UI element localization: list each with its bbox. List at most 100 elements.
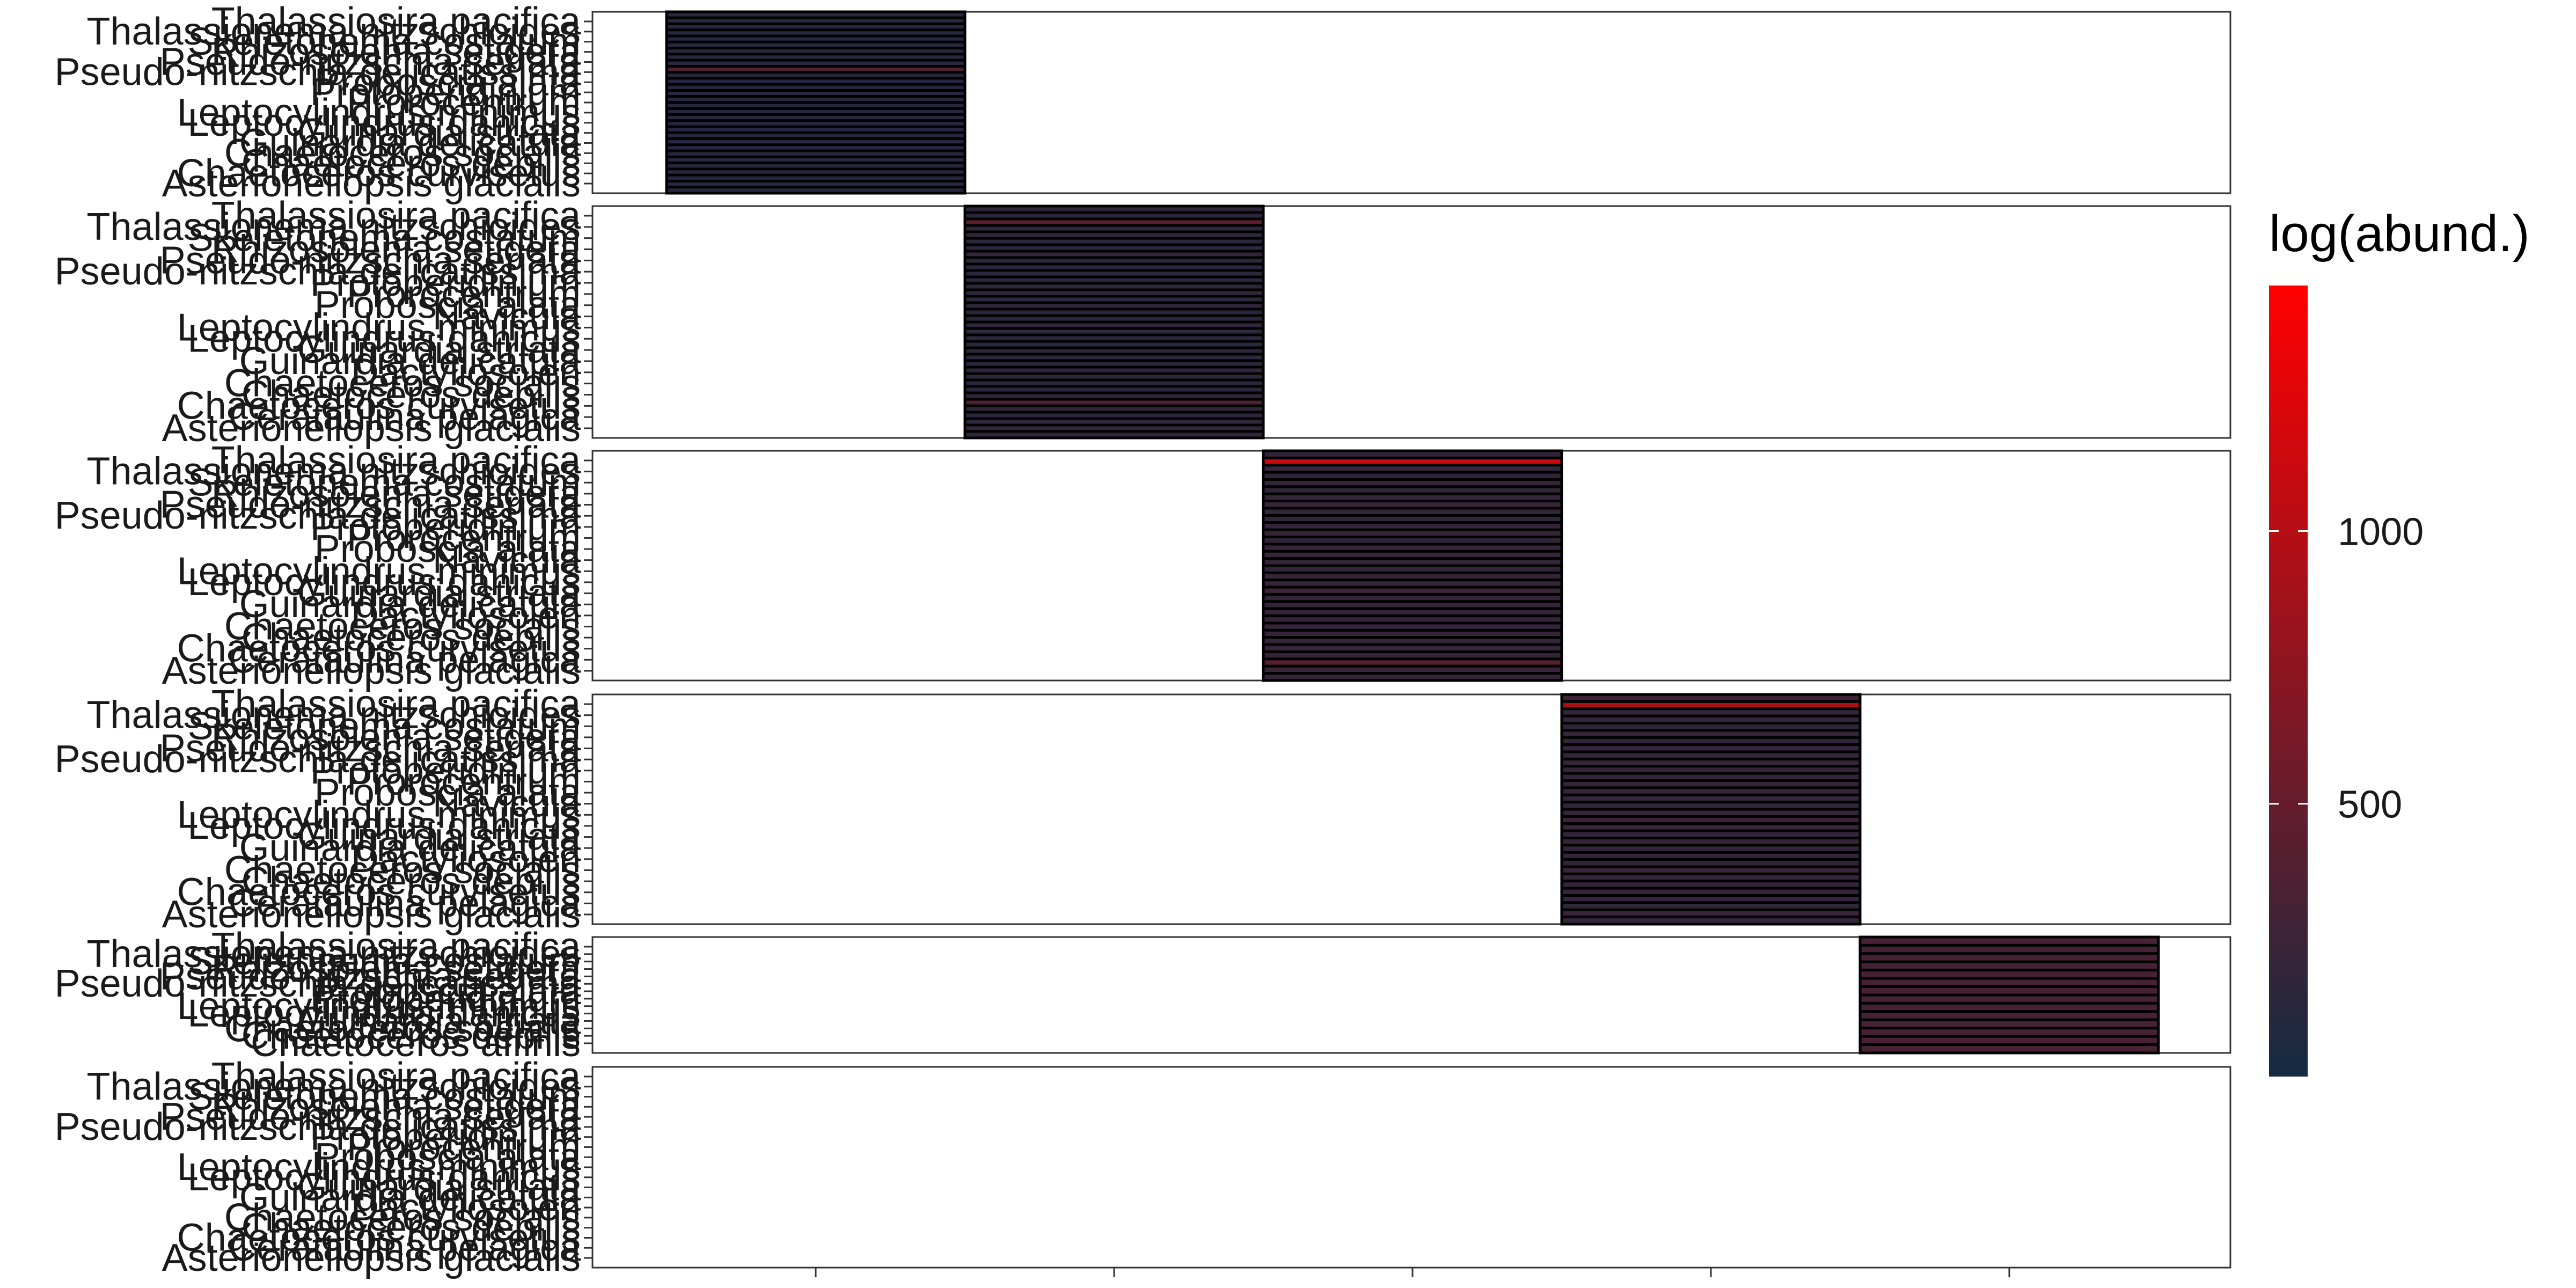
y-tick-label: Prorocentrum xyxy=(347,273,581,316)
y-tick-label: Chaetoceros debilis xyxy=(241,1206,581,1249)
heatmap-cell xyxy=(665,186,967,195)
y-tick-label: Navicula xyxy=(433,539,581,582)
panel-border xyxy=(591,205,2231,439)
y-tick-label: Chaetoceros debilis xyxy=(241,142,581,185)
color-legend: log(abund.) 500 1000 xyxy=(2269,205,2530,1077)
y-tick-label: Dactyliosolen xyxy=(351,351,581,394)
y-tick-label: Pseudo-nitzschia delicatissima xyxy=(55,962,581,1005)
y-tick-label: Protoperidinium xyxy=(310,749,581,792)
y-tick-label: Thalassionema nitzschioides xyxy=(87,694,581,737)
y-tick-label: Guinardia delicatula xyxy=(239,1176,581,1219)
y-tick-label: Leptocylindrus danicus xyxy=(188,992,581,1035)
y-tick-label: Chaetoceros socialis xyxy=(224,605,581,648)
y-tick-label: Pseudo-nitzschia seriata xyxy=(160,41,581,84)
legend-title: log(abund.) xyxy=(2269,205,2530,262)
y-tick-label: Skeletonema costatum xyxy=(188,20,581,63)
heatmap-cell xyxy=(1560,916,1862,926)
y-tick-label: Pseudo-nitzschia delicatissima xyxy=(55,738,581,781)
y-tick-label: Protoperidinium xyxy=(310,261,581,304)
y-tick-label: Cerataulina pelagica xyxy=(229,1226,581,1269)
panel-border xyxy=(591,693,2231,925)
y-tick-label: Skeletonema costatum xyxy=(188,217,581,260)
y-tick-label: Leptocylindrus minimus xyxy=(177,306,581,349)
y-tick-label: Pseudo-nitzschia seriata xyxy=(160,727,581,770)
y-tick-label: Chaetoceros socialis xyxy=(224,131,581,174)
y-tick-label: Skeletonema costatum xyxy=(188,1075,581,1118)
y-tick-label: Pseudo-nitzschia seriata xyxy=(160,1095,581,1138)
y-tick-label: Prorocentrum xyxy=(347,81,581,124)
y-tick-label: Guinardia delicatula xyxy=(239,583,581,626)
y-tick-label: Guinardia striata xyxy=(297,816,581,859)
y-tick-label: Cerataulina pelagica xyxy=(229,882,581,925)
y-tick-label: Thalassiosira pacifica xyxy=(211,683,581,726)
y-tick-label: Proboscia alata xyxy=(314,1136,581,1179)
y-tick-label: Pseudo-nitzschia delicatissima xyxy=(55,50,581,93)
y-tick-label: Proboscia alata xyxy=(314,528,581,570)
y-tick-label: Chaetoceros curvisetus xyxy=(177,627,581,670)
y-tick-label: Rhizosolenia setigera xyxy=(211,472,581,515)
y-tick-label: Asterionellopsis glacialis xyxy=(162,649,581,692)
y-tick-label: Pseudo-nitzschia seriata xyxy=(160,484,581,526)
y-tick-label: Chaetoceros debilis xyxy=(241,860,581,903)
y-tick-label: Thalassionema nitzschioides xyxy=(87,450,581,493)
heatmap-cell xyxy=(1858,1043,2160,1055)
y-tick-label: Guinardia delicatula xyxy=(239,122,581,165)
y-tick-label: Guinardia striata xyxy=(297,328,581,371)
y-tick-label: Rhizosolenia setigera xyxy=(211,31,581,74)
y-tick-label: Thalassiosira pacifica xyxy=(211,925,581,968)
y-tick-label: Leptocylindrus minimus xyxy=(177,550,581,592)
y-tick-label: Pseudo-nitzschia delicatissima xyxy=(55,250,581,293)
y-tick-label: Leptocylindrus danicus xyxy=(188,561,581,604)
y-tick-label: Guinardia delicatula xyxy=(239,826,581,869)
x-axis xyxy=(815,1268,2010,1277)
y-tick-label: Leptocylindrus minimus xyxy=(177,793,581,836)
y-tick-label: Chaetoceros affinis xyxy=(251,1022,581,1065)
y-tick-label: Protoperidinium xyxy=(310,71,581,114)
y-tick-label: Chaetoceros socialis xyxy=(224,1196,581,1239)
y-tick-label: Chaetoceros debilis xyxy=(241,1014,581,1057)
y-tick-label: Leptocylindrus minimus xyxy=(177,91,581,134)
y-tick-label: Dactyliosolen xyxy=(351,1186,581,1229)
y-tick-label: Guinardia striata xyxy=(297,572,581,615)
y-tick-label: Pseudo-nitzschia seriata xyxy=(160,955,581,998)
y-tick-label: Rhizosolenia setigera xyxy=(211,228,581,271)
y-tick-label: Chaetoceros curvisetus xyxy=(177,1216,581,1259)
y-tick-label: Skeletonema costatum xyxy=(188,461,581,504)
y-tick-label: Rhizosolenia setigera xyxy=(211,948,581,991)
y-tick-label: Leptocylindrus minimus xyxy=(177,985,581,1028)
y-tick-label: Chaetoceros curvisetus xyxy=(177,871,581,914)
y-tick-label: Proboscia alata xyxy=(314,970,581,1013)
y-tick-label: Leptocylindrus danicus xyxy=(188,101,581,144)
y-tick-label: Thalassionema nitzschioides xyxy=(87,10,581,53)
y-tick-label: Leptocylindrus danicus xyxy=(188,317,581,360)
heatmap-cell xyxy=(963,430,1265,440)
y-tick-label: Navicula xyxy=(433,295,581,338)
y-tick-label: Asterionellopsis glacialis xyxy=(162,407,581,450)
y-tick-label: Chaetoceros socialis xyxy=(224,362,581,405)
y-tick-label: Cerataulina pelagica xyxy=(229,396,581,438)
y-tick-label: Proboscia alata xyxy=(314,771,581,814)
panel-border xyxy=(591,1066,2231,1269)
y-tick-label: Thalassionema nitzschioides xyxy=(87,933,581,976)
y-tick-label: Navicula xyxy=(433,782,581,825)
y-tick-label: Chaetoceros socialis xyxy=(224,1007,581,1050)
y-tick-label: Proboscia alata xyxy=(314,284,581,327)
y-tick-label: Pseudo-nitzschia delicatissima xyxy=(55,494,581,537)
y-tick-label: Leptocylindrus minimus xyxy=(177,1146,581,1189)
legend-tick-label: 1000 xyxy=(2338,510,2424,553)
y-tick-label: Leptocylindrus danicus xyxy=(188,1156,581,1199)
y-tick-label: Pseudo-nitzschia delicatissima xyxy=(55,1106,581,1148)
y-tick-label: Proboscia alata xyxy=(314,61,581,104)
y-tick-label: Thalassiosira pacifica xyxy=(211,194,581,237)
y-tick-label: Guinardia striata xyxy=(297,1166,581,1209)
y-tick-label: Thalassiosira pacifica xyxy=(211,0,581,43)
y-tick-label: Chaetoceros curvisetus xyxy=(177,384,581,427)
y-tick-label: Chaetoceros debilis xyxy=(241,616,581,659)
